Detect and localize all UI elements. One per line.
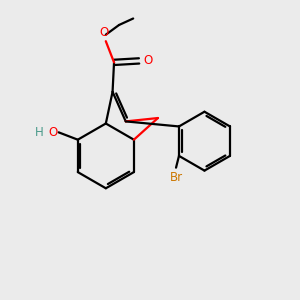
Text: O: O [99, 26, 109, 39]
Text: O: O [49, 126, 58, 139]
Text: O: O [143, 54, 152, 68]
Text: H: H [35, 126, 44, 139]
Text: Br: Br [169, 172, 183, 184]
